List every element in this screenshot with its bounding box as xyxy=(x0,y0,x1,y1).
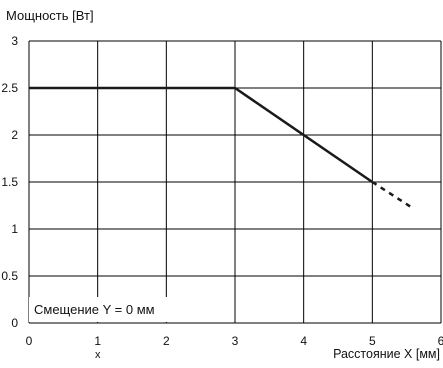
x-tick-label-1: 1 xyxy=(94,334,101,348)
x-tick-label-6: 6 xyxy=(438,334,443,348)
y-tick-label-6: 3 xyxy=(11,34,18,48)
stray-x-label: x xyxy=(95,349,101,361)
y-axis-label: Мощность [Вт] xyxy=(6,8,94,23)
x-tick-label-0: 0 xyxy=(26,334,33,348)
tick-labels: 0 1 2 3 4 5 6 0 0.5 1 1.5 2 2.5 3 xyxy=(1,34,443,348)
series-lines xyxy=(29,86,411,208)
x-axis-label: Расстояние X [мм] xyxy=(333,347,440,361)
series-line-solid-0 xyxy=(29,86,374,184)
y-tick-label-5: 2.5 xyxy=(1,81,18,95)
offset-annotation: Смещение Y = 0 мм xyxy=(34,302,155,317)
y-tick-label-1: 0.5 xyxy=(1,269,18,283)
x-tick-label-3: 3 xyxy=(232,334,239,348)
grid xyxy=(28,40,442,324)
y-tick-label-3: 1.5 xyxy=(1,175,18,189)
y-tick-label-2: 1 xyxy=(11,222,18,236)
x-tick-label-5: 5 xyxy=(369,334,376,348)
series-line-dashed-1 xyxy=(371,180,411,208)
annotation-background xyxy=(29,297,167,322)
y-tick-label-4: 2 xyxy=(11,128,18,142)
y-tick-label-0: 0 xyxy=(11,316,18,330)
x-tick-label-2: 2 xyxy=(163,334,170,348)
annotation-box: Смещение Y = 0 мм xyxy=(29,297,167,322)
x-tick-label-4: 4 xyxy=(300,334,307,348)
